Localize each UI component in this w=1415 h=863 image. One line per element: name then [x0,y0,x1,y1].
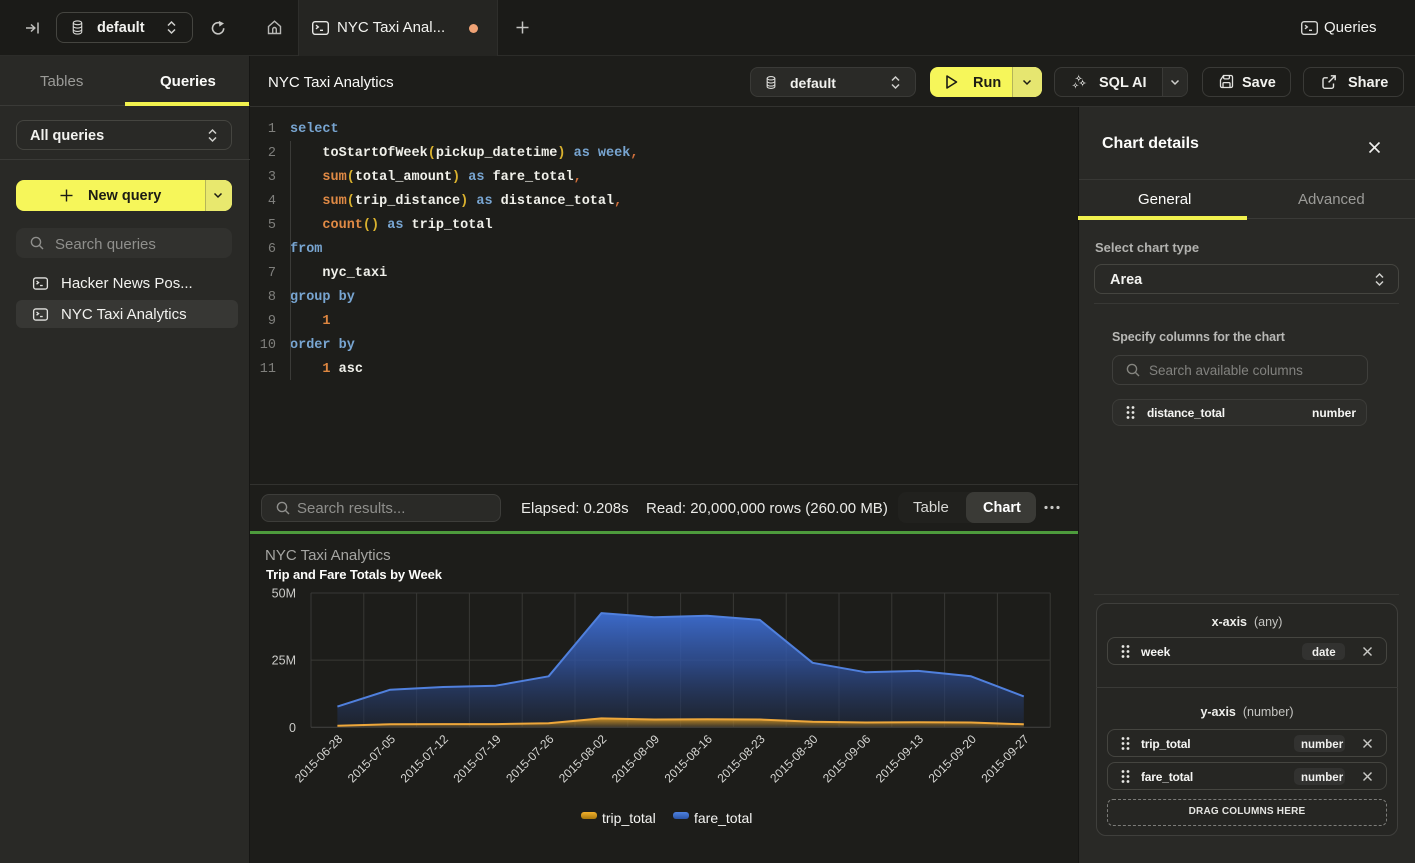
svg-text:2015-07-26: 2015-07-26 [503,732,557,786]
svg-text:2015-08-23: 2015-08-23 [714,732,768,786]
svg-text:2015-08-16: 2015-08-16 [662,732,716,786]
svg-text:0: 0 [289,721,296,735]
svg-text:2015-09-13: 2015-09-13 [873,732,927,786]
svg-text:trip_total: trip_total [602,810,656,826]
svg-text:2015-07-05: 2015-07-05 [345,732,399,786]
svg-text:2015-09-20: 2015-09-20 [926,732,980,786]
svg-text:2015-07-12: 2015-07-12 [398,732,452,786]
svg-text:2015-09-27: 2015-09-27 [978,732,1032,786]
svg-text:2015-07-19: 2015-07-19 [450,732,504,786]
svg-text:50M: 50M [272,587,296,601]
svg-text:fare_total: fare_total [694,810,752,826]
svg-text:2015-06-28: 2015-06-28 [292,732,346,786]
svg-text:25M: 25M [272,654,296,668]
svg-text:2015-08-09: 2015-08-09 [609,732,663,786]
svg-text:2015-09-06: 2015-09-06 [820,732,874,786]
svg-text:2015-08-30: 2015-08-30 [767,732,821,786]
svg-text:2015-08-02: 2015-08-02 [556,732,610,786]
